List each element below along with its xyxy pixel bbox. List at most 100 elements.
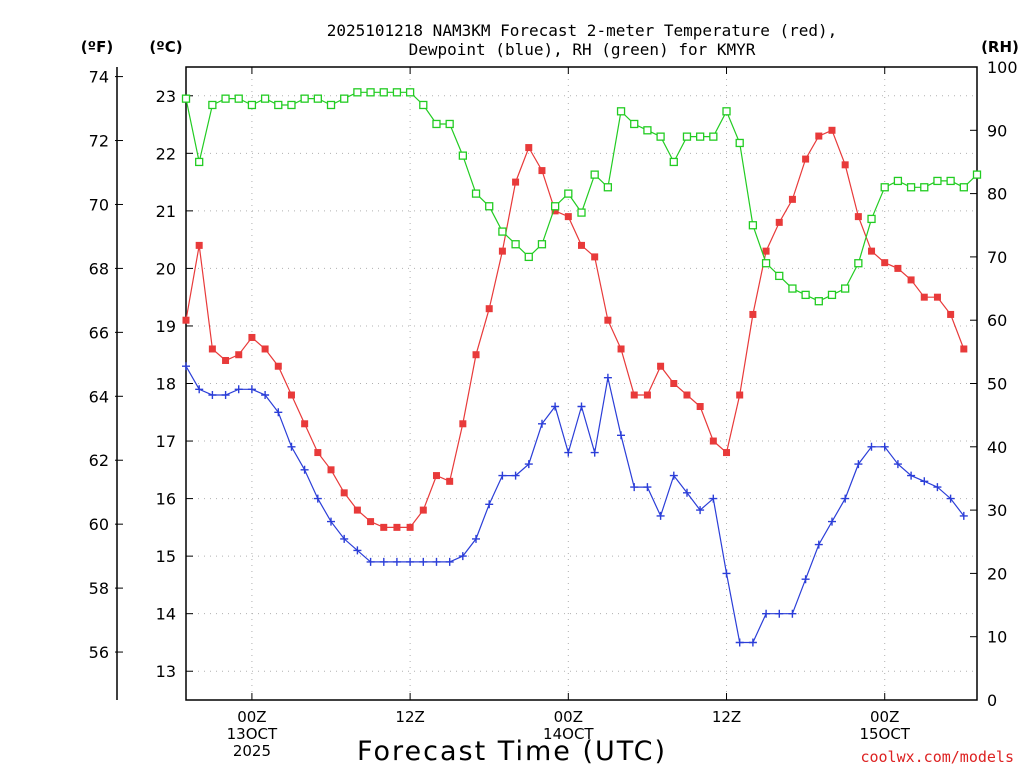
temperature-point <box>222 356 230 364</box>
temperature-point <box>894 264 902 272</box>
celsius-axis-unit: (ºC) <box>149 38 182 56</box>
dewpoint-point <box>920 477 929 486</box>
dewpoint-point <box>907 471 916 480</box>
dewpoint-point <box>221 391 230 399</box>
rh-point <box>458 151 468 160</box>
temperature-point <box>947 310 955 318</box>
celsius-tick-label: 15 <box>156 547 176 566</box>
rh-point <box>445 119 454 129</box>
temperature-point <box>419 506 427 514</box>
temperature-point <box>920 293 928 301</box>
temperature-point <box>670 380 678 387</box>
rh-point <box>366 88 375 97</box>
series-2-meter-temperature <box>182 126 968 531</box>
dewpoint-point <box>195 385 204 394</box>
celsius-tick-label: 20 <box>156 259 176 278</box>
temperature-point <box>248 333 256 341</box>
rh-point <box>775 271 784 281</box>
rh-point <box>709 132 718 141</box>
dewpoint-point <box>709 494 718 503</box>
series-line <box>185 129 965 529</box>
fahrenheit-tick-label: 68 <box>89 259 109 278</box>
temperature-point <box>340 489 348 497</box>
temperature-point <box>287 391 295 399</box>
celsius-tick-label: 14 <box>156 605 176 624</box>
rh-tick-label: 80 <box>987 185 1007 204</box>
celsius-tick-label: 19 <box>156 317 176 336</box>
rh-tick-label: 20 <box>987 564 1007 583</box>
rh-point <box>419 100 428 110</box>
rh-point <box>208 100 217 110</box>
fahrenheit-tick-label: 64 <box>89 387 109 406</box>
fahrenheit-tick-label: 56 <box>89 643 109 662</box>
rh-point <box>379 88 388 97</box>
temperature-point <box>815 132 823 140</box>
temperature-point <box>868 247 876 255</box>
temperature-point <box>683 391 691 399</box>
dewpoint-point <box>458 552 467 561</box>
x-tick-label: 2025 <box>233 742 271 760</box>
dewpoint-point <box>828 517 836 526</box>
x-tick-label: 00Z <box>554 708 583 726</box>
rh-point <box>405 88 415 97</box>
temperature-point <box>960 345 968 353</box>
rh-tick-label: 70 <box>987 248 1007 267</box>
dewpoint-point <box>669 471 678 480</box>
dewpoint-point <box>893 460 902 469</box>
rh-point <box>696 132 705 141</box>
temperature-point <box>762 247 770 255</box>
rh-point <box>735 138 744 148</box>
dewpoint-point <box>722 569 731 578</box>
dewpoint-point <box>880 442 889 451</box>
temperature-point <box>591 253 599 261</box>
temperature-point <box>195 241 203 249</box>
temperature-point <box>723 449 731 457</box>
dewpoint-point <box>814 540 823 549</box>
temperature-point <box>881 259 889 267</box>
rh-point <box>274 100 283 110</box>
dewpoint-point <box>208 391 217 399</box>
rh-point <box>313 94 322 103</box>
rh-tick-label: 10 <box>987 628 1007 647</box>
temperature-point <box>512 178 520 186</box>
dewpoint-point <box>445 557 454 566</box>
dewpoint-point <box>788 609 797 618</box>
rh-point <box>432 119 441 129</box>
rh-point <box>880 183 889 192</box>
celsius-tick-label: 23 <box>156 87 176 106</box>
temperature-point <box>314 449 322 457</box>
grid <box>186 67 977 700</box>
fahrenheit-tick-label: 62 <box>89 451 109 470</box>
rh-point <box>722 107 731 116</box>
rh-point <box>537 240 547 249</box>
dewpoint-point <box>735 638 744 647</box>
dewpoint-point <box>419 557 428 566</box>
temperature-point <box>525 144 533 152</box>
celsius-tick-label: 13 <box>156 662 176 681</box>
fahrenheit-tick-label: 70 <box>89 195 109 214</box>
dewpoint-point <box>182 362 190 371</box>
chart-title-line1: 2025101218 NAM3KM Forecast 2-meter Tempe… <box>327 21 838 40</box>
dewpoint-point <box>327 517 335 526</box>
dewpoint-point <box>590 448 599 457</box>
rh-point <box>682 132 692 141</box>
rh-point <box>511 240 520 249</box>
dewpoint-point <box>551 402 560 411</box>
fahrenheit-tick-label: 60 <box>89 515 109 534</box>
dewpoint-point <box>630 483 639 492</box>
temperature-point <box>657 362 665 370</box>
x-axis-label: Forecast Time (UTC) <box>357 736 667 767</box>
series-relative-humidity <box>181 88 982 306</box>
x-tick-label: 15OCT <box>859 725 910 743</box>
rh-tick-label: 60 <box>987 311 1007 330</box>
temperature-point <box>736 391 744 399</box>
rh-point <box>933 176 942 186</box>
temperature-point <box>709 437 717 445</box>
temperature-point <box>828 126 836 134</box>
dewpoint-point <box>340 534 349 543</box>
rh-point <box>906 183 916 192</box>
rh-point <box>577 208 586 217</box>
series-dewpoint <box>182 362 968 647</box>
temperature-point <box>485 305 493 313</box>
dewpoint-point <box>300 465 309 474</box>
